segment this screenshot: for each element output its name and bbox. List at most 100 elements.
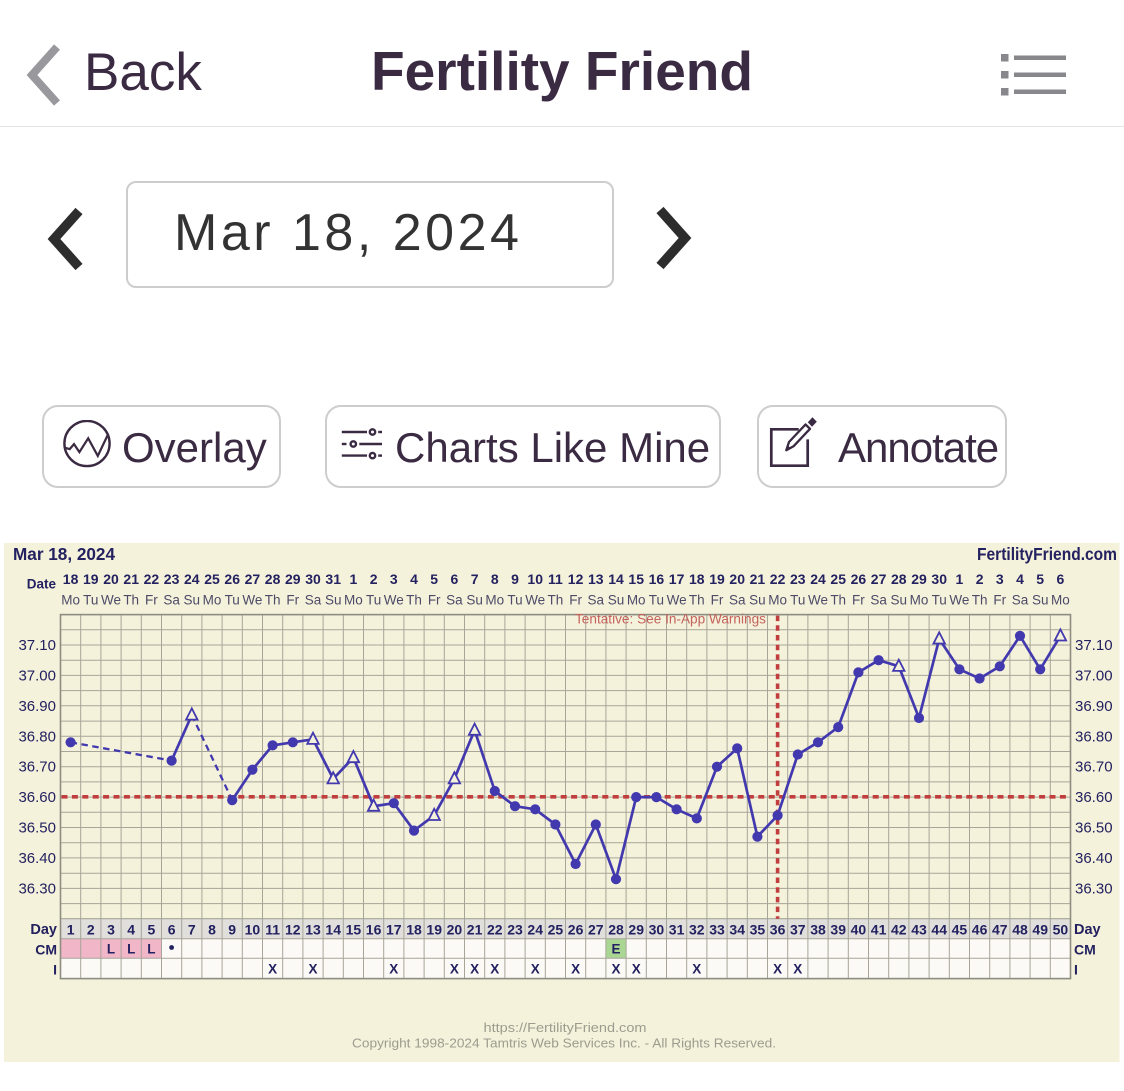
- svg-text:We: We: [667, 593, 687, 608]
- svg-text:36.40: 36.40: [1075, 850, 1113, 867]
- svg-text:Tu: Tu: [790, 593, 805, 608]
- svg-text:23: 23: [790, 571, 806, 587]
- svg-text:37.00: 37.00: [18, 667, 56, 684]
- svg-text:Tentative: See In-App Warnings: Tentative: See In-App Warnings: [575, 612, 766, 627]
- svg-text:We: We: [949, 593, 969, 608]
- svg-text:Th: Th: [548, 593, 564, 608]
- svg-text:31: 31: [669, 921, 685, 937]
- svg-text:25: 25: [830, 571, 846, 587]
- svg-text:X: X: [611, 962, 620, 977]
- svg-text:30: 30: [931, 571, 947, 587]
- svg-text:X: X: [308, 962, 317, 977]
- svg-text:X: X: [773, 962, 782, 977]
- svg-text:7: 7: [471, 571, 479, 587]
- svg-text:36.60: 36.60: [18, 789, 56, 806]
- svg-text:Fr: Fr: [428, 593, 441, 608]
- svg-text:37.10: 37.10: [1075, 637, 1113, 654]
- svg-text:20: 20: [729, 571, 745, 587]
- svg-text:X: X: [490, 962, 499, 977]
- svg-text:6: 6: [451, 571, 459, 587]
- svg-text:21: 21: [467, 921, 483, 937]
- svg-text:8: 8: [491, 571, 499, 587]
- svg-text:18: 18: [406, 921, 422, 937]
- svg-text:CM: CM: [1074, 942, 1096, 958]
- svg-text:Mar 18, 2024: Mar 18, 2024: [13, 544, 115, 564]
- svg-text:27: 27: [588, 921, 604, 937]
- svg-text:E: E: [611, 942, 620, 957]
- svg-text:1: 1: [67, 921, 75, 937]
- svg-text:Fr: Fr: [711, 593, 724, 608]
- svg-text:27: 27: [871, 571, 887, 587]
- svg-text:13: 13: [305, 921, 321, 937]
- svg-text:8: 8: [208, 921, 216, 937]
- svg-text:L: L: [107, 942, 115, 957]
- svg-text:19: 19: [426, 921, 442, 937]
- svg-text:36: 36: [770, 921, 786, 937]
- svg-text:36.80: 36.80: [18, 728, 56, 745]
- svg-text:I: I: [1074, 962, 1078, 978]
- svg-text:14: 14: [325, 921, 341, 937]
- svg-text:6: 6: [168, 921, 176, 937]
- svg-text:Sa: Sa: [870, 593, 887, 608]
- svg-text:24: 24: [810, 571, 826, 587]
- svg-text:Tu: Tu: [366, 593, 381, 608]
- svg-text:Mo: Mo: [910, 593, 929, 608]
- svg-text:42: 42: [891, 921, 907, 937]
- svg-text:X: X: [571, 962, 580, 977]
- svg-text:Sa: Sa: [729, 593, 746, 608]
- svg-text:4: 4: [1016, 571, 1024, 587]
- svg-text:Copyright 1998-2024 Tamtris We: Copyright 1998-2024 Tamtris Web Services…: [352, 1036, 776, 1051]
- svg-text:23: 23: [164, 571, 180, 587]
- svg-text:27: 27: [245, 571, 261, 587]
- svg-text:Mo: Mo: [768, 593, 787, 608]
- svg-text:29: 29: [628, 921, 644, 937]
- svg-text:1: 1: [956, 571, 964, 587]
- svg-text:39: 39: [830, 921, 846, 937]
- svg-text:Mo: Mo: [344, 593, 363, 608]
- svg-text:X: X: [470, 962, 479, 977]
- svg-text:4: 4: [410, 571, 418, 587]
- svg-text:20: 20: [103, 571, 119, 587]
- svg-text:36.70: 36.70: [1075, 759, 1113, 776]
- svg-text:X: X: [450, 962, 459, 977]
- svg-text:Su: Su: [1032, 593, 1049, 608]
- svg-text:43: 43: [911, 921, 927, 937]
- svg-text:22: 22: [487, 921, 503, 937]
- svg-text:11: 11: [548, 571, 563, 587]
- svg-text:I: I: [53, 962, 57, 978]
- svg-text:2: 2: [370, 571, 378, 587]
- svg-text:20: 20: [447, 921, 463, 937]
- svg-text:Mo: Mo: [203, 593, 222, 608]
- svg-text:13: 13: [588, 571, 604, 587]
- svg-text:10: 10: [245, 921, 261, 937]
- svg-text:5: 5: [430, 571, 438, 587]
- svg-text:35: 35: [750, 921, 766, 937]
- svg-text:CM: CM: [35, 942, 57, 958]
- svg-text:Tu: Tu: [932, 593, 947, 608]
- svg-text:49: 49: [1032, 921, 1048, 937]
- svg-text:18: 18: [63, 571, 79, 587]
- svg-text:Su: Su: [891, 593, 908, 608]
- svg-text:Day: Day: [30, 922, 57, 938]
- svg-text:Sa: Sa: [1012, 593, 1029, 608]
- svg-text:X: X: [268, 962, 277, 977]
- svg-text:2: 2: [87, 921, 95, 937]
- svg-text:4: 4: [127, 921, 135, 937]
- svg-text:50: 50: [1053, 921, 1069, 937]
- svg-text:Su: Su: [749, 593, 766, 608]
- svg-text:28: 28: [608, 921, 624, 937]
- svg-text:Th: Th: [406, 593, 422, 608]
- svg-text:Th: Th: [265, 593, 281, 608]
- svg-text:31: 31: [325, 571, 341, 587]
- svg-text:X: X: [632, 962, 641, 977]
- svg-text:Day: Day: [1074, 922, 1101, 938]
- svg-text:36.30: 36.30: [18, 880, 56, 897]
- svg-text:5: 5: [148, 921, 156, 937]
- svg-text:We: We: [384, 593, 404, 608]
- svg-text:15: 15: [346, 921, 362, 937]
- svg-text:36.50: 36.50: [18, 820, 56, 837]
- svg-text:37: 37: [790, 921, 806, 937]
- svg-text:Mo: Mo: [61, 593, 80, 608]
- svg-text:Th: Th: [123, 593, 139, 608]
- svg-text:15: 15: [628, 571, 644, 587]
